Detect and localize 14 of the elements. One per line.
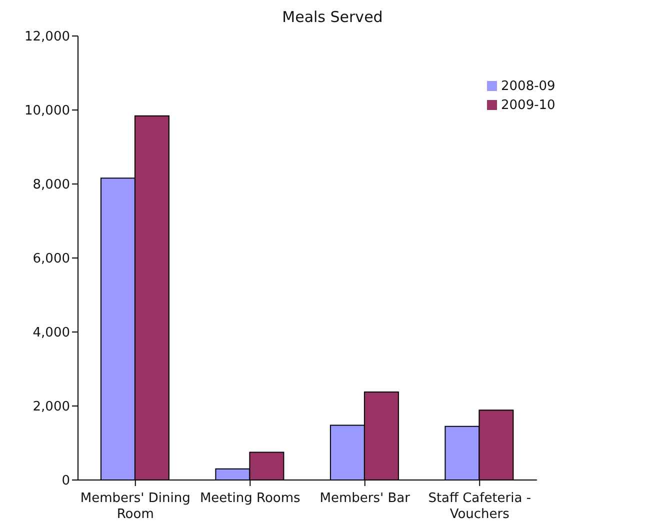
- y-tick-label: 4,000: [32, 326, 70, 341]
- y-tick-label: 10,000: [24, 104, 70, 119]
- legend-label: 2008-09: [501, 79, 556, 94]
- y-tick-label: 6,000: [32, 252, 70, 267]
- y-tick-label: 12,000: [24, 30, 70, 45]
- x-tick-label: Staff Cafeteria - Vouchers: [428, 491, 532, 522]
- chart-title: Meals Served: [281, 8, 384, 28]
- y-tick-label: 8,000: [32, 178, 70, 193]
- y-tick-label: 2,000: [32, 400, 70, 415]
- x-tick-label: Members' Dining Room: [80, 491, 190, 522]
- x-tick-label: Meeting Rooms: [200, 491, 301, 506]
- legend-label: 2009-10: [501, 98, 556, 113]
- y-tick-label: 0: [62, 474, 70, 489]
- x-tick-label: Members' Bar: [320, 491, 411, 506]
